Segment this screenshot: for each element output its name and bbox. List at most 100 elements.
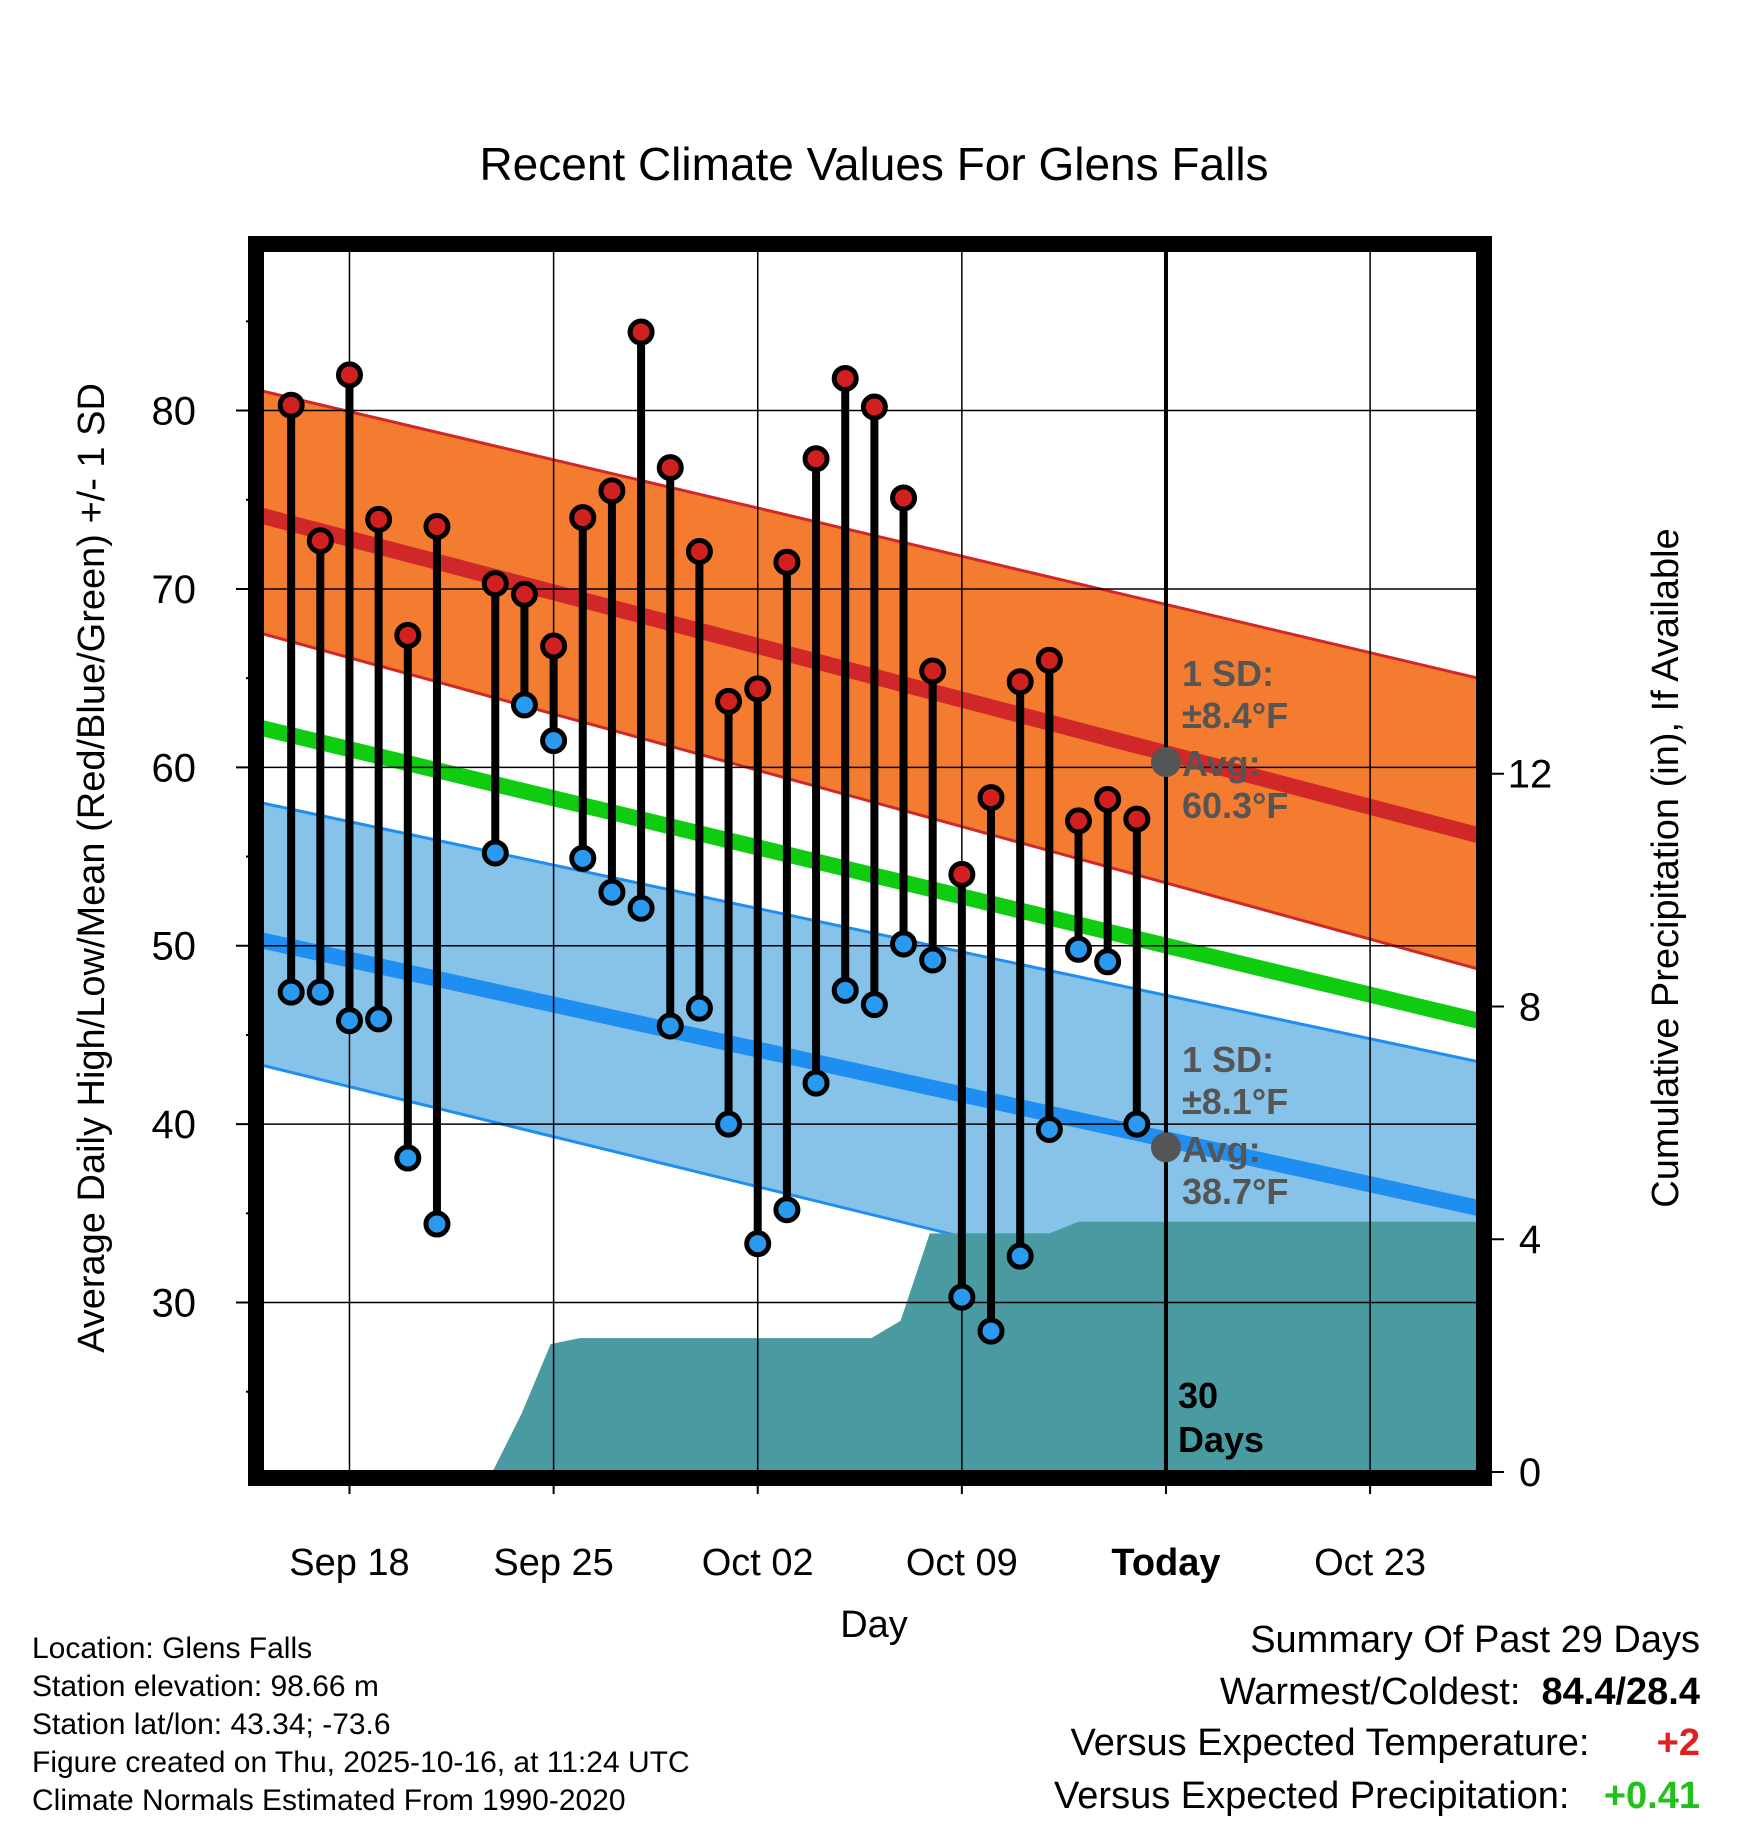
normal-high-line — [262, 508, 1478, 843]
chart-title: Recent Climate Values For Glens Falls — [479, 138, 1268, 190]
climate-normals: Climate Normals Estimated From 1990-2020 — [32, 1784, 626, 1817]
daily-high-point — [715, 687, 743, 715]
daily-low-point — [685, 994, 713, 1022]
daily-high-point — [335, 361, 363, 389]
daily-low-point — [423, 1210, 451, 1238]
y-tick-label: 30 — [152, 1282, 197, 1326]
high-annotation-2: Avg: — [1182, 743, 1261, 784]
normal-mean-line — [262, 720, 1478, 1029]
daily-high-point — [890, 484, 918, 512]
precip-label: Versus Expected Precipitation: — [1054, 1775, 1570, 1817]
x-tick-label: Sep 25 — [493, 1542, 613, 1584]
normal-low-line — [262, 932, 1478, 1216]
daily-low-point — [1123, 1110, 1151, 1138]
plot-frame — [248, 236, 1492, 1486]
high-annotation-0: 1 SD: — [1182, 653, 1274, 694]
warm-cold-label: Warmest/Coldest: — [1219, 1671, 1521, 1713]
high-annotation-1: ±8.4°F — [1182, 695, 1288, 736]
window-label-line: 30 — [1178, 1375, 1218, 1416]
window-label-line: Days — [1178, 1419, 1264, 1460]
y-tick-label: 70 — [152, 568, 197, 612]
daily-high-point — [277, 391, 305, 419]
daily-low-point — [598, 878, 626, 906]
daily-low-point — [1035, 1115, 1063, 1143]
observations-layer — [277, 318, 1151, 1345]
daily-high-point — [656, 454, 684, 482]
temp-label: Versus Expected Temperature: — [1070, 1722, 1590, 1764]
daily-low-point — [919, 946, 947, 974]
daily-high-point — [744, 675, 772, 703]
daily-low-point — [977, 1317, 1005, 1345]
low-annotation-3: 38.7°F — [1182, 1171, 1288, 1212]
daily-high-point — [948, 860, 976, 888]
daily-high-point — [1035, 646, 1063, 674]
y2-tick-label: 8 — [1519, 985, 1541, 1029]
today-normal-high-marker — [1150, 746, 1181, 777]
station-location: Location: Glens Falls — [32, 1632, 313, 1665]
x-tick-label: Oct 09 — [906, 1542, 1018, 1584]
daily-low-point — [540, 727, 568, 755]
daily-low-point — [802, 1069, 830, 1097]
daily-low-point — [1064, 935, 1092, 963]
daily-low-point — [656, 1012, 684, 1040]
daily-high-point — [773, 548, 801, 576]
y-tick-label: 40 — [152, 1103, 197, 1147]
axes-layer: Sep 18 Sep 25 Oct 02 Oct 09 Today Oct 2330405… — [152, 320, 1552, 1584]
daily-low-point — [394, 1144, 422, 1172]
daily-high-point — [1094, 785, 1122, 813]
station-info: Location: Glens Falls Station elevation:… — [32, 1630, 690, 1820]
summary-precip: Versus Expected Precipitation: +0.41 — [1054, 1775, 1700, 1818]
daily-high-point — [598, 477, 626, 505]
daily-low-point — [1094, 948, 1122, 976]
low-annotation-2: Avg: — [1182, 1129, 1261, 1170]
daily-high-point — [510, 580, 538, 608]
daily-high-point — [1006, 668, 1034, 696]
high-annotation-3: 60.3°F — [1182, 785, 1288, 826]
daily-high-point — [627, 318, 655, 346]
daily-high-point — [540, 632, 568, 660]
summary-warm-cold: Warmest/Coldest: 84.4/28.4 — [1220, 1671, 1700, 1714]
temp-value: +2 — [1656, 1722, 1700, 1764]
daily-high-point — [802, 445, 830, 473]
daily-low-point — [627, 894, 655, 922]
y-tick-label: 80 — [152, 390, 197, 434]
daily-high-point — [831, 364, 859, 392]
daily-low-point — [715, 1110, 743, 1138]
daily-low-point — [948, 1283, 976, 1311]
daily-high-point — [394, 621, 422, 649]
x-tick-label: Sep 18 — [289, 1542, 409, 1584]
cumulative-precip-area — [262, 1221, 1478, 1472]
y-tick-label: 60 — [152, 746, 197, 790]
summary-title: Summary Of Past 29 Days — [1250, 1619, 1700, 1661]
daily-low-point — [744, 1230, 772, 1258]
y2-tick-label: 0 — [1519, 1451, 1541, 1495]
daily-high-point — [977, 784, 1005, 812]
low-annotation-0: 1 SD: — [1182, 1039, 1274, 1080]
daily-high-point — [365, 505, 393, 533]
figure-created: Figure created on Thu, 2025-10-16, at 11… — [32, 1746, 690, 1779]
daily-low-point — [510, 691, 538, 719]
daily-high-point — [1064, 807, 1092, 835]
daily-high-point — [423, 513, 451, 541]
y-tick-label: 50 — [152, 925, 197, 969]
precip-layer — [262, 1221, 1478, 1472]
summary-temp: Versus Expected Temperature: +2 — [1071, 1722, 1700, 1765]
warm-cold-value: 84.4/28.4 — [1541, 1671, 1700, 1713]
daily-high-point — [685, 537, 713, 565]
daily-high-point — [919, 657, 947, 685]
daily-low-point — [773, 1196, 801, 1224]
x-tick-label: Oct 02 — [702, 1542, 814, 1584]
today-normal-low-marker — [1150, 1132, 1181, 1163]
precip-value: +0.41 — [1603, 1775, 1700, 1817]
daily-low-point — [1006, 1242, 1034, 1270]
daily-high-point — [569, 504, 597, 532]
daily-low-point — [306, 978, 334, 1006]
daily-high-point — [481, 570, 509, 598]
daily-low-point — [831, 976, 859, 1004]
x-tick-label: Oct 23 — [1314, 1542, 1426, 1584]
daily-high-point — [1123, 805, 1151, 833]
window-label: 30 Days — [1178, 1375, 1264, 1460]
low-annotation-1: ±8.1°F — [1182, 1081, 1288, 1122]
